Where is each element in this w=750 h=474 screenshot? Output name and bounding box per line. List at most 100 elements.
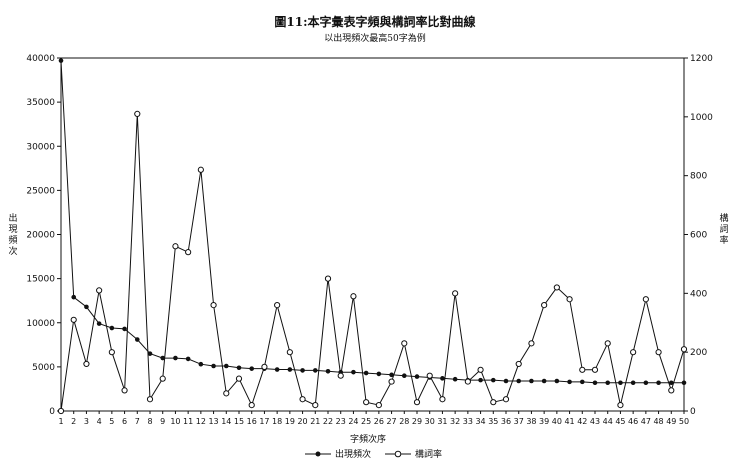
series-2-point (197, 166, 204, 173)
left-tick-label: 20000 (26, 231, 55, 241)
series-2-point (375, 402, 382, 409)
series-1-point (173, 355, 178, 361)
series-2-point (286, 349, 293, 356)
series-1-point (414, 374, 420, 379)
series-2-point (502, 396, 510, 403)
series-1-point (376, 371, 382, 377)
x-tick-label: 49 (666, 417, 676, 426)
x-tick-label: 13 (208, 417, 218, 426)
series-1-point (287, 367, 293, 372)
series-2-point (159, 375, 166, 382)
series-1-point (300, 368, 305, 373)
series-2-point (541, 302, 548, 309)
series-2-point (515, 360, 522, 368)
series-1-point (440, 376, 445, 381)
series-2-point (655, 349, 662, 356)
series-1-point (567, 379, 572, 385)
series-2-point (553, 284, 560, 291)
left-tick-label: 10000 (26, 319, 55, 329)
series-2-point (235, 375, 243, 382)
series-1-point (312, 368, 318, 373)
series-1-point (84, 304, 89, 310)
left-tick-label: 35000 (26, 98, 55, 108)
series-2-point (223, 390, 230, 397)
series-2-point (528, 340, 535, 347)
series-2-point (108, 349, 115, 356)
series-1-point (452, 376, 458, 382)
x-tick-label: 31 (437, 417, 447, 426)
series-1-point (592, 380, 598, 386)
series-2-point (604, 340, 611, 347)
series-2-point (591, 366, 599, 373)
x-tick-label: 19 (285, 417, 295, 426)
x-tick-label: 21 (310, 417, 320, 426)
series-1-point (236, 365, 242, 371)
series-1-point (541, 378, 547, 384)
x-tick-label: 50 (679, 417, 689, 426)
series-1-point (351, 369, 356, 375)
series-2-point (70, 316, 77, 323)
x-tick-label: 23 (336, 417, 346, 426)
series-2-point (363, 399, 370, 406)
series-1-point (160, 355, 166, 361)
series-2-point (642, 296, 649, 303)
left-axis-label: 出現頻次 (8, 214, 18, 257)
series-2-point (210, 302, 217, 309)
x-tick-label: 36 (501, 417, 511, 426)
x-tick-label: 37 (514, 417, 524, 426)
left-tick-label: 5000 (32, 363, 55, 373)
series-1-point (605, 380, 611, 386)
x-tick-label: 48 (653, 417, 663, 426)
chart-title: 圖11:本字彙表字頻與構詞率比對曲線 (274, 15, 476, 29)
series-2-point (83, 360, 90, 368)
series-1-point (325, 368, 331, 374)
right-tick-label: 0 (690, 407, 696, 417)
series-2-point (274, 302, 281, 309)
x-tick-label: 9 (160, 417, 165, 426)
series-line-1 (60, 60, 684, 384)
series-2-point (413, 399, 421, 406)
legend: 出現頻次 構詞率 (305, 447, 456, 460)
left-tick-label: 0 (49, 407, 55, 417)
plot-frame (60, 57, 685, 412)
right-axis-label: 構詞率 (719, 214, 729, 246)
x-tick-label: 2 (71, 417, 76, 426)
series-1-point (643, 380, 649, 386)
x-tick-label: 27 (386, 417, 396, 426)
x-tick-label: 17 (259, 417, 269, 426)
series-2-point (452, 290, 459, 297)
series-2-point (312, 402, 319, 409)
right-tick-label: 200 (690, 348, 707, 358)
series-2-point (248, 402, 255, 409)
series-2-point (146, 396, 154, 403)
series-1-point (490, 377, 496, 383)
series-2-point (299, 396, 306, 403)
right-tick-label: 600 (690, 231, 707, 241)
x-tick-label: 24 (348, 417, 358, 426)
series-2-point (464, 378, 471, 385)
series-line-2 (60, 113, 685, 412)
series-1-point (274, 367, 280, 372)
series-1-point (96, 321, 102, 326)
series-1-point (109, 325, 115, 331)
x-tick-label: 18 (272, 417, 282, 426)
x-tick-label: 15 (234, 417, 244, 426)
series-1-point (681, 380, 687, 386)
x-tick-label: 4 (97, 417, 102, 426)
series-1-point (249, 366, 255, 371)
series-2-point (680, 346, 688, 353)
x-tick-label: 45 (615, 417, 625, 426)
series-1-point (223, 363, 229, 369)
series-2-point (172, 243, 179, 250)
x-tick-label: 1 (58, 417, 63, 426)
series-2-point (426, 372, 433, 379)
series-2-point (96, 287, 103, 294)
series-2-point (566, 296, 573, 303)
x-tick-label: 35 (488, 417, 498, 426)
series-1-point (71, 294, 77, 300)
legend-marker-open-icon (385, 450, 412, 457)
series-2-point (477, 366, 484, 373)
x-tick-label: 38 (526, 417, 536, 426)
series-2-point (401, 340, 408, 347)
right-tick-label: 1000 (690, 113, 713, 123)
